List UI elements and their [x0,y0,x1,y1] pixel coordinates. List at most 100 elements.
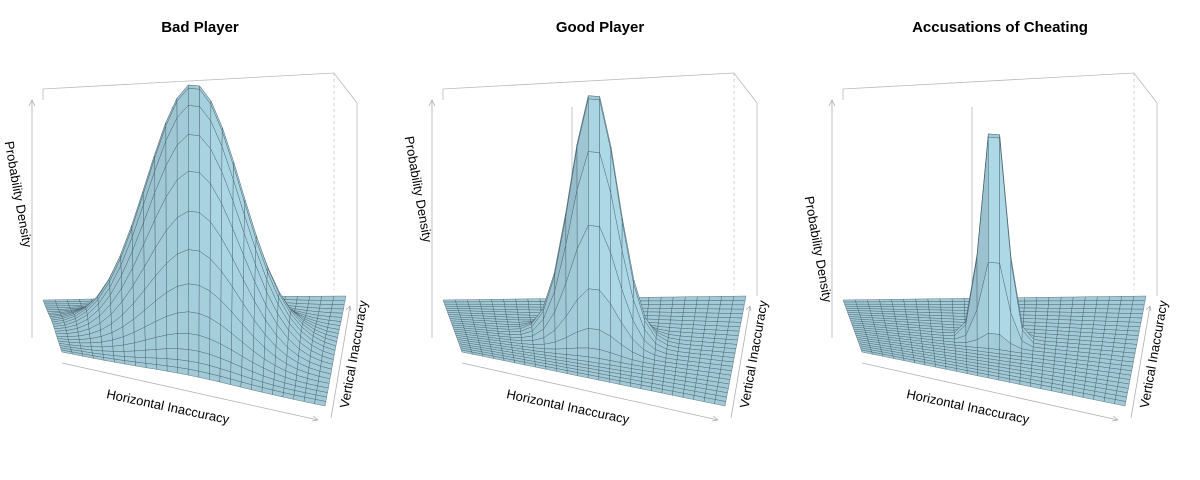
surface-facet [728,317,743,323]
surface-facet [515,301,529,305]
surface-facet [1116,321,1130,327]
surface-facet [1132,295,1147,301]
panel-title: Accusations of Cheating [912,19,1088,36]
surface-facet [694,308,708,314]
surface-facet [705,316,719,322]
surface-facet [145,363,157,370]
surface-facet [928,306,942,311]
surface-facet [1047,304,1061,309]
surface-facet [1095,304,1109,310]
surface-facet [188,333,200,352]
surface-facet [507,321,520,325]
surface-facet [1104,320,1118,327]
surface-facet [706,308,720,314]
surface-facet [1024,300,1037,305]
surface-facet [112,344,125,352]
axis-arrows [428,99,752,422]
surface-facet [842,299,857,303]
surface-facet [927,301,941,305]
surface-facet [658,311,672,317]
surface-facet [915,301,929,305]
surface-facet [454,299,469,303]
surface-facet [479,299,493,303]
surface-facet [659,304,673,309]
surface-facet [1036,297,1050,302]
surface-facet [1108,300,1122,305]
surface [842,133,1147,407]
surface-facet [708,296,723,301]
surface-facet [466,299,481,303]
horizontal-axis-arrow [861,362,1119,422]
surface-facet [988,136,1000,264]
surface-facet [1118,308,1132,314]
surface-facet [101,346,114,352]
surface-facet [314,399,327,407]
surface-facet [566,347,578,356]
surface-facet [682,316,695,322]
surface-facet [670,312,684,317]
surface-facet [879,299,893,303]
surface-facet [456,303,470,307]
surface-facet [891,301,905,305]
surface-facet [1131,304,1145,310]
surface-facet [1107,304,1121,310]
box-top-edge [842,72,1158,104]
horizontal-axis-label: Horizontal Inaccuracy [105,386,231,427]
surface-facet [1084,300,1098,305]
surface-facet [915,298,929,302]
surface-facet [1094,308,1108,314]
surface-facet [1047,311,1060,317]
surface-facet [696,296,710,301]
surface-facet [707,304,721,310]
surface-facet [988,261,1000,335]
surface-facet [198,313,211,340]
surface-facet [731,304,745,310]
surface-facet [716,321,730,327]
density-axis-arrow [428,99,436,338]
surface-facet [1094,312,1108,318]
surface-facet [320,295,335,301]
surface-facet [942,329,955,333]
surface-facet [515,298,529,302]
surface-facet [588,288,600,331]
surface-facet [1130,308,1144,314]
surface-facet [732,295,747,301]
surface-facet [671,304,685,309]
surface-facet [856,303,870,307]
surface-facet [188,105,200,137]
surface-facet [717,312,732,318]
surface-facet [731,300,746,306]
surface-facet [1093,320,1107,326]
surface-facet [155,348,168,359]
surface-facet [527,298,541,302]
surface-facet [1131,300,1146,306]
surface-facet [527,301,541,305]
surface-facet [330,308,344,314]
surface-facet [867,301,881,305]
surface-facet [952,307,965,311]
surface-facet [166,348,178,360]
surface-facet [868,303,882,307]
surface-facet [843,301,857,305]
surface-facet [1058,311,1072,317]
surface-facet [1119,304,1133,310]
surface-facet [188,349,200,364]
surface-facet [1023,311,1037,316]
surface-facet [1072,296,1086,302]
surface-facet [951,298,965,302]
surface-facet [528,306,542,311]
surface-facet [308,295,323,301]
vertical-axis-arrow [330,305,352,419]
surface-facet [939,301,953,305]
surface-facet [670,315,684,321]
surface-facet [720,300,734,306]
surface-facet [879,301,893,305]
surface-facet [1083,308,1097,314]
surface-facet [988,332,1000,350]
surface-facet [952,304,965,308]
surface-facet [78,338,91,344]
surface-facet [188,87,200,107]
surface-facet [331,304,345,310]
surface-facet [491,301,505,305]
surface-facet [916,304,930,308]
